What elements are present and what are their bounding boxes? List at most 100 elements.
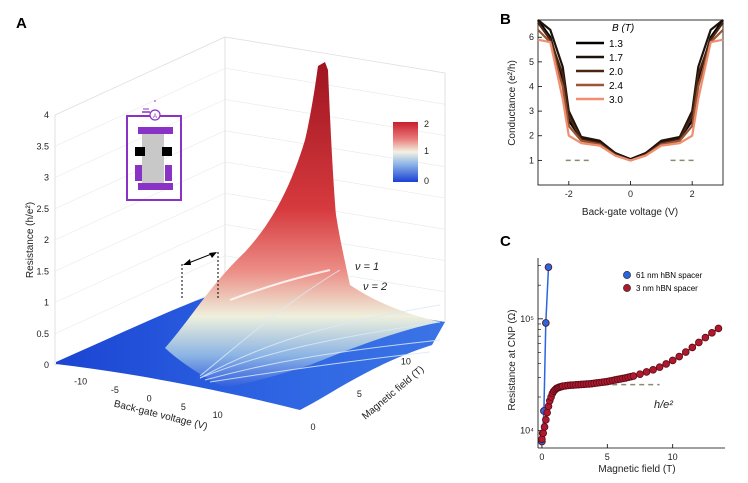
y-tick-label: 5 bbox=[357, 389, 362, 399]
x-tick-label: -5 bbox=[111, 385, 119, 395]
legend-entry: 3.0 bbox=[609, 95, 623, 106]
z-gridline bbox=[224, 36, 446, 74]
x-tick-label: 0 bbox=[539, 452, 544, 462]
y-axis: 0 5 10 bbox=[310, 356, 410, 432]
z-gridline bbox=[54, 255, 226, 334]
x-tick-label: 5 bbox=[605, 452, 610, 462]
z-tick-label: 2 bbox=[44, 235, 49, 245]
colorbar-tick-label: 2 bbox=[424, 119, 429, 129]
z-axis-label: Resistance (h/e²) bbox=[25, 202, 36, 278]
z-tick-label: 4 bbox=[44, 110, 49, 120]
legend-entry: 3 nm hBN spacer bbox=[636, 284, 698, 293]
data-point bbox=[642, 368, 651, 376]
z-axis: 0 0.5 1 1.5 2 2.5 3 3.5 4 bbox=[36, 110, 49, 370]
legend-entry: 1.7 bbox=[609, 53, 623, 64]
legend-marker bbox=[623, 271, 631, 279]
z-gridline bbox=[54, 68, 226, 147]
x-tick-label: 10 bbox=[668, 452, 678, 462]
x-tick-label: 0 bbox=[628, 189, 633, 199]
data-point bbox=[701, 333, 710, 342]
series-lines bbox=[537, 19, 724, 162]
legend-entry: 1.3 bbox=[609, 39, 623, 50]
y-axis-label: Magnetic field (T) bbox=[360, 364, 426, 422]
colorbar-ticks: 2 1 0 bbox=[424, 119, 429, 186]
data-point bbox=[649, 366, 657, 374]
z-tick-label: 1 bbox=[44, 298, 49, 308]
y-axis-label: Resistance at CNP (Ω) bbox=[507, 309, 518, 410]
y-tick-label: 6 bbox=[529, 32, 534, 42]
z-gridline bbox=[54, 193, 226, 272]
device-schematic: A bbox=[126, 100, 182, 201]
annotation-nu1: ν = 1 bbox=[355, 261, 379, 273]
x-tick-label: 0 bbox=[147, 393, 152, 403]
data-point bbox=[662, 360, 670, 368]
data-point bbox=[708, 329, 716, 337]
z-tick-label: 2.5 bbox=[36, 204, 49, 214]
data-point bbox=[695, 338, 703, 347]
series-line bbox=[537, 21, 724, 162]
z-gridline bbox=[224, 68, 446, 105]
data-point bbox=[714, 324, 723, 333]
x-axis-label: Magnetic field (T) bbox=[598, 464, 675, 475]
colorbar-tick-label: 0 bbox=[424, 176, 429, 186]
y-tick-label: 5 bbox=[529, 57, 534, 67]
annotation-nu2: ν = 2 bbox=[363, 281, 387, 293]
z-gridline bbox=[54, 36, 226, 116]
data-point bbox=[542, 416, 550, 424]
x-tick-label: -10 bbox=[74, 376, 87, 386]
y-tick-label: 10⁴ bbox=[520, 426, 534, 436]
x-axis: -10 -5 0 5 10 bbox=[74, 376, 222, 420]
legend-title: B (T) bbox=[612, 23, 634, 34]
axes: -2 0 2 1 2 3 4 5 6 bbox=[529, 32, 696, 199]
data-point bbox=[668, 356, 677, 365]
nu1-band bbox=[229, 269, 331, 301]
y-tick-label: 0 bbox=[310, 422, 315, 432]
x-tick-label: -2 bbox=[565, 189, 573, 199]
panel-b-letter: B bbox=[500, 11, 511, 28]
z-tick-label: 0.5 bbox=[36, 329, 49, 339]
surface-ridge bbox=[165, 62, 440, 388]
panel-c-letter: C bbox=[500, 233, 511, 250]
x-axis-label: Back-gate voltage (V) bbox=[582, 207, 678, 218]
data-point bbox=[542, 319, 550, 327]
y-tick-label: 10 bbox=[401, 356, 411, 366]
z-gridline bbox=[54, 99, 226, 178]
data-point bbox=[543, 408, 551, 417]
data-point bbox=[540, 423, 549, 431]
z-gridline bbox=[54, 224, 226, 303]
x-axis-label: Back-gate voltage (V) bbox=[113, 399, 209, 433]
landau-fan bbox=[199, 269, 441, 383]
legend-entry: 61 nm hBN spacer bbox=[636, 271, 703, 280]
data-point bbox=[688, 343, 697, 352]
series-line bbox=[537, 38, 724, 162]
x-tick-label: 5 bbox=[181, 402, 186, 412]
width-marker bbox=[181, 252, 219, 298]
legend: B (T) 1.3 1.7 2.0 2.4 3.0 bbox=[576, 23, 634, 106]
panel-b: B -2 0 2 1 2 3 4 5 6 B (T) 1.3 1.7 2.0 2.4 3.0 Back-g… bbox=[500, 11, 724, 218]
x-tick-label: 2 bbox=[690, 189, 695, 199]
y-tick-label: 4 bbox=[529, 81, 534, 91]
y-tick-label: 10⁵ bbox=[520, 314, 534, 324]
data-point bbox=[655, 363, 664, 371]
x-tick-label: 10 bbox=[213, 410, 223, 420]
colorbar-tick-label: 1 bbox=[424, 146, 429, 156]
y-tick-label: 3 bbox=[529, 106, 534, 116]
y-tick-label: 2 bbox=[529, 131, 534, 141]
z-tick-label: 3.5 bbox=[36, 141, 49, 151]
y-axis-label: Conductance (e²/h) bbox=[507, 60, 518, 146]
data-point bbox=[544, 263, 553, 271]
series-points bbox=[538, 263, 723, 446]
data-point bbox=[539, 429, 548, 437]
z-tick-label: 1.5 bbox=[36, 266, 49, 276]
svg-text:A: A bbox=[153, 114, 157, 120]
legend-entry: 2.0 bbox=[609, 67, 623, 78]
data-point bbox=[675, 352, 684, 361]
legend-marker bbox=[623, 284, 631, 292]
colorbar bbox=[393, 122, 418, 182]
annotation-h-over-e2: h/e² bbox=[654, 399, 673, 411]
legend: 61 nm hBN spacer 3 nm hBN spacer bbox=[623, 271, 703, 293]
data-point bbox=[629, 372, 638, 380]
y-tick-label: 1 bbox=[529, 155, 534, 165]
data-point bbox=[636, 370, 644, 378]
